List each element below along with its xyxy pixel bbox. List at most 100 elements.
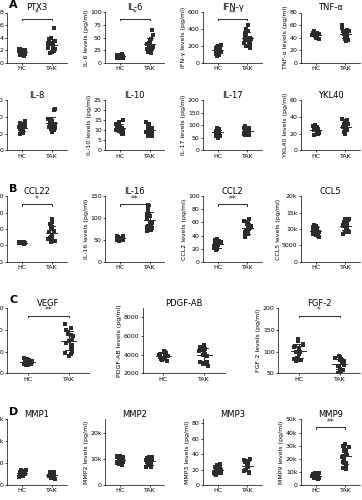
Point	[65, 328, 71, 336]
Point	[146, 456, 152, 464]
Point	[246, 128, 252, 136]
Point	[242, 458, 248, 466]
Point	[245, 460, 251, 468]
Text: *: *	[35, 195, 39, 204]
Point	[244, 462, 250, 469]
Point	[241, 124, 247, 132]
Point	[314, 130, 320, 138]
Point	[21, 48, 27, 56]
Point	[214, 466, 219, 473]
Point	[145, 222, 151, 230]
Point	[49, 48, 55, 56]
Point	[245, 21, 251, 29]
Point	[216, 125, 222, 133]
Point	[149, 128, 155, 136]
Point	[213, 465, 219, 473]
Point	[310, 472, 316, 480]
Point	[146, 41, 152, 49]
Point	[23, 466, 29, 473]
Point	[216, 46, 222, 54]
Point	[17, 469, 23, 477]
Point	[245, 218, 251, 226]
Title: MMP9: MMP9	[318, 410, 343, 420]
Point	[115, 126, 121, 134]
Point	[146, 206, 151, 214]
Point	[68, 350, 73, 358]
Point	[148, 461, 154, 469]
Point	[292, 342, 298, 350]
Point	[47, 118, 53, 126]
Point	[313, 474, 319, 482]
Point	[116, 236, 122, 244]
Point	[316, 233, 322, 241]
Point	[340, 442, 345, 450]
Point	[18, 466, 24, 474]
Point	[241, 217, 247, 225]
Point	[217, 43, 223, 51]
Point	[48, 468, 54, 476]
Point	[214, 44, 220, 52]
Point	[312, 470, 318, 478]
Point	[201, 348, 207, 356]
Point	[29, 356, 35, 364]
Point	[245, 230, 251, 238]
Point	[314, 34, 320, 42]
Point	[148, 34, 153, 42]
Point	[150, 45, 155, 53]
Y-axis label: IFN-γ levels (pg/ml): IFN-γ levels (pg/ml)	[181, 7, 186, 68]
Point	[344, 452, 349, 460]
Point	[214, 242, 219, 250]
Point	[246, 40, 252, 48]
Point	[310, 226, 316, 234]
Point	[163, 350, 169, 358]
Point	[16, 48, 21, 56]
Point	[315, 130, 321, 138]
Point	[118, 52, 124, 60]
Point	[216, 130, 222, 138]
Point	[243, 32, 248, 40]
Point	[343, 123, 349, 131]
Point	[214, 124, 220, 132]
Point	[148, 463, 154, 471]
Point	[213, 127, 219, 135]
Point	[316, 228, 322, 235]
Point	[211, 244, 217, 252]
Point	[52, 104, 58, 112]
Point	[242, 127, 248, 135]
Point	[216, 50, 222, 58]
Point	[146, 38, 152, 46]
Point	[48, 474, 54, 482]
Point	[21, 472, 26, 480]
Point	[343, 446, 349, 454]
Point	[20, 50, 26, 58]
Point	[114, 120, 119, 128]
Point	[197, 343, 203, 351]
Point	[150, 453, 155, 461]
Point	[20, 50, 26, 58]
Point	[213, 48, 219, 56]
Point	[114, 126, 119, 134]
Point	[291, 343, 297, 351]
Point	[52, 46, 58, 54]
Point	[17, 469, 23, 477]
Point	[146, 48, 151, 56]
Point	[16, 45, 22, 53]
Point	[63, 339, 69, 347]
Point	[343, 466, 349, 473]
Point	[22, 49, 28, 57]
Point	[213, 50, 219, 58]
Point	[163, 349, 169, 357]
Point	[316, 35, 321, 43]
Point	[21, 240, 26, 248]
Point	[342, 28, 348, 36]
Point	[19, 468, 25, 475]
Point	[316, 128, 322, 136]
Point	[20, 46, 26, 54]
Point	[212, 242, 218, 250]
Text: *: *	[35, 10, 39, 18]
Point	[117, 122, 123, 130]
Point	[341, 121, 346, 129]
Point	[311, 226, 316, 234]
Point	[215, 134, 221, 141]
Point	[316, 128, 321, 136]
